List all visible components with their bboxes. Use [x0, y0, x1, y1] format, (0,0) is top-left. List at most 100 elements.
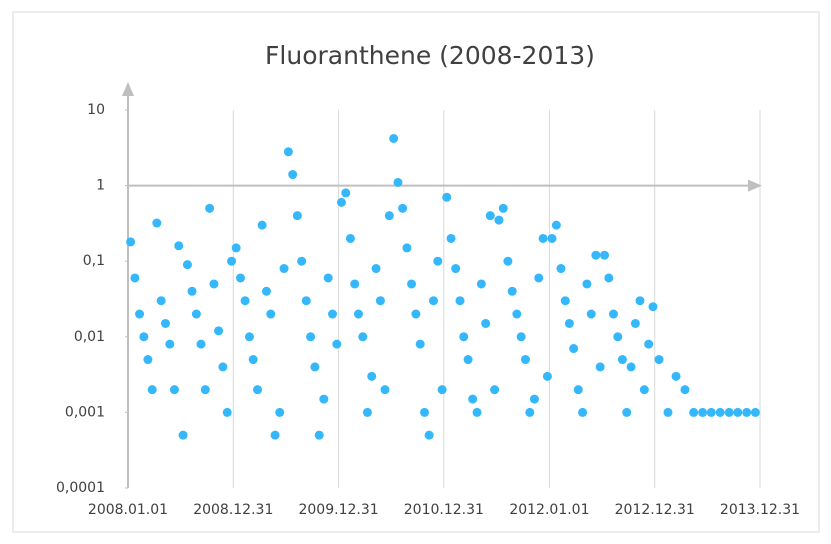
point [560, 296, 570, 306]
point [411, 309, 421, 319]
point [214, 326, 224, 336]
point [152, 218, 162, 228]
point [402, 243, 412, 253]
point [314, 430, 324, 440]
point [476, 279, 486, 289]
point [205, 203, 215, 213]
point [297, 256, 307, 266]
point [244, 332, 254, 342]
point [715, 407, 725, 417]
point [490, 385, 500, 395]
point [393, 177, 403, 187]
point [630, 318, 640, 328]
point [578, 407, 588, 417]
point [332, 339, 342, 349]
x-tick-label: 2008.12.31 [193, 502, 273, 518]
point [169, 385, 179, 395]
point [724, 407, 734, 417]
point [147, 385, 157, 395]
point [130, 273, 140, 283]
point [556, 264, 566, 274]
point [706, 407, 716, 417]
point [371, 264, 381, 274]
point [187, 286, 197, 296]
point [358, 332, 368, 342]
point [481, 318, 491, 328]
x-tick-label: 2013.12.31 [720, 502, 800, 518]
point [235, 273, 245, 283]
point [608, 309, 618, 319]
point [350, 279, 360, 289]
point [139, 332, 149, 342]
y-tick-label: 1 [96, 178, 105, 194]
point [671, 371, 681, 381]
point [209, 279, 219, 289]
x-tick-label: 2009.12.31 [298, 502, 378, 518]
point [600, 250, 610, 260]
point [622, 407, 632, 417]
point [512, 309, 522, 319]
point [498, 203, 508, 213]
point [494, 215, 504, 225]
point [380, 385, 390, 395]
point [218, 362, 228, 372]
point [279, 264, 289, 274]
point [564, 318, 574, 328]
point [270, 430, 280, 440]
point [468, 394, 478, 404]
point [389, 133, 399, 143]
y-tick-label: 10 [87, 102, 105, 118]
point [261, 286, 271, 296]
point [328, 309, 338, 319]
point [582, 279, 592, 289]
point [424, 430, 434, 440]
point [617, 355, 627, 365]
point [604, 273, 614, 283]
point [689, 407, 699, 417]
point [644, 339, 654, 349]
point [663, 407, 673, 417]
point [301, 296, 311, 306]
point [375, 296, 385, 306]
point [160, 318, 170, 328]
point [503, 256, 513, 266]
point [283, 147, 293, 157]
point [428, 296, 438, 306]
x-tick-label: 2010.12.31 [404, 502, 484, 518]
point [742, 407, 752, 417]
point [698, 407, 708, 417]
chart-title: Fluoranthene (2008-2013) [265, 41, 595, 70]
point [529, 394, 539, 404]
point [472, 407, 482, 417]
y-axis-arrow [122, 82, 134, 96]
point [680, 385, 690, 395]
point [266, 309, 276, 319]
y-tick-label: 0,001 [65, 404, 105, 420]
point [750, 407, 760, 417]
point [362, 407, 372, 417]
point [437, 385, 447, 395]
point [569, 344, 579, 354]
point [398, 203, 408, 213]
y-tick-label: 0,0001 [56, 480, 105, 496]
point [613, 332, 623, 342]
point [463, 355, 473, 365]
point [654, 355, 664, 365]
x-tick-label: 2008.01.01 [88, 502, 168, 518]
point [345, 233, 355, 243]
point [143, 355, 153, 365]
x-axis-arrow [748, 179, 762, 192]
point [534, 273, 544, 283]
point [459, 332, 469, 342]
point [525, 407, 535, 417]
point [626, 362, 636, 372]
point [415, 339, 425, 349]
point [639, 385, 649, 395]
point [126, 237, 136, 247]
point [196, 339, 206, 349]
point [648, 302, 658, 312]
point [200, 385, 210, 395]
point [442, 192, 452, 202]
x-tick-label: 2012.01.01 [509, 502, 589, 518]
point [306, 332, 316, 342]
